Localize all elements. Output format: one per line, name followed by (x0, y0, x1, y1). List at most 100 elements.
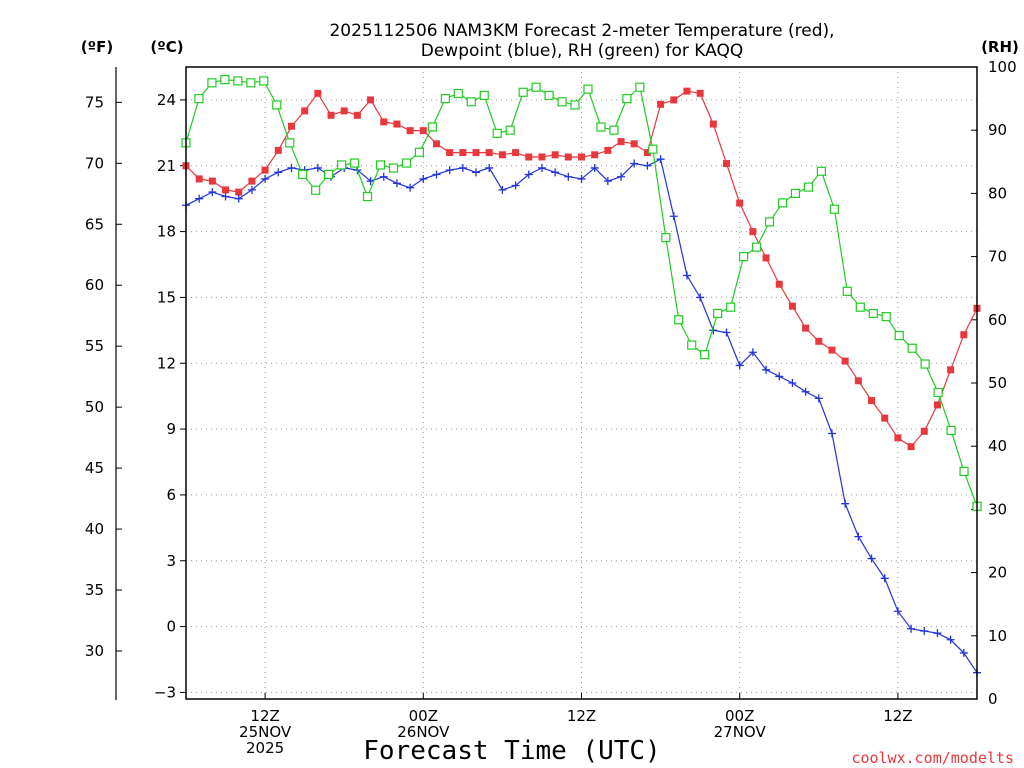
rh-tick-label: 0 (988, 690, 998, 708)
temperature-point (683, 87, 691, 95)
rh-point (622, 93, 632, 104)
temperature-point (367, 96, 375, 104)
temperature-point (643, 149, 651, 157)
fahrenheit-unit-label: (ºF) (81, 38, 113, 56)
dewpoint-point (696, 293, 705, 302)
rh-point (246, 78, 256, 88)
rh-point (453, 88, 463, 99)
rh-point (583, 84, 593, 94)
fahrenheit-tick-label: 35 (85, 581, 104, 599)
celsius-tick-label: 6 (166, 486, 176, 504)
rh-point (700, 349, 710, 360)
rh-point (259, 76, 269, 86)
temperature-point (432, 140, 440, 148)
rh-point (298, 169, 308, 180)
temperature-point (630, 140, 638, 148)
temperature-point (578, 153, 585, 161)
rh-point (544, 90, 554, 101)
rh-point (401, 158, 412, 168)
rh-point (687, 340, 697, 350)
fahrenheit-tick-label: 65 (85, 215, 104, 233)
x-axis-title: Forecast Time (UTC) (363, 736, 660, 766)
x-tick-label: 26NOV (397, 723, 450, 741)
temperature-point (446, 149, 454, 157)
temperature-point (301, 107, 309, 115)
dewpoint-point (748, 348, 757, 357)
temperature-point (327, 111, 335, 119)
rh-point (946, 425, 956, 435)
dewpoint-point (419, 174, 428, 183)
dewpoint-point (524, 170, 533, 179)
rh-tick-label: 30 (988, 500, 1007, 518)
celsius-tick-label: 18 (157, 223, 176, 241)
temperature-point (736, 199, 744, 207)
celsius-tick-label: 24 (157, 91, 176, 109)
rh-point (311, 185, 321, 195)
celsius-tick-label: 12 (157, 354, 176, 372)
temperature-point (881, 414, 889, 422)
temperature-point (564, 153, 572, 161)
dewpoint-point (959, 648, 968, 657)
temperature-point (512, 149, 520, 157)
rh-point (596, 122, 606, 132)
rh-point (337, 160, 347, 170)
dewpoint-point (775, 372, 784, 381)
rh-point (661, 233, 671, 243)
dewpoint-point (682, 271, 691, 280)
axis-ticks: 24211815129630−3757065605550454035301009… (85, 58, 1017, 757)
celsius-unit-label: (ºC) (150, 38, 183, 56)
rh-point (635, 82, 645, 92)
temperature-point (815, 337, 823, 345)
rh-point (492, 128, 502, 138)
temperature-point (854, 377, 862, 385)
dewpoint-point (590, 163, 599, 172)
rh-point (609, 125, 619, 135)
rh-point (505, 125, 515, 135)
data-series (181, 75, 982, 677)
dewpoint-point (537, 163, 546, 172)
rh-point (557, 97, 567, 107)
temperature-point (723, 160, 731, 168)
rh-point (570, 100, 580, 110)
rh-point (959, 466, 969, 477)
temperature-point (894, 434, 902, 442)
dewpoint-point (630, 159, 639, 168)
fahrenheit-tick-label: 60 (85, 276, 104, 294)
dewpoint-point (274, 168, 283, 177)
dewpoint-point (867, 554, 876, 563)
rh-point (803, 182, 814, 192)
rh-point (894, 331, 904, 341)
dewpoint-point (195, 194, 204, 203)
dewpoint-point (247, 185, 256, 194)
dewpoint-point (735, 361, 744, 370)
dewpoint-point (498, 185, 507, 194)
temperature-point (314, 89, 322, 97)
rh-tick-label: 80 (988, 184, 1007, 202)
rh-point (375, 160, 386, 170)
rh-point (518, 87, 528, 97)
dewpoint-point (907, 624, 916, 633)
rh-point (194, 93, 204, 104)
dewpoint-point (656, 155, 665, 164)
dewpoint-point (669, 212, 678, 221)
temperature-point (459, 149, 467, 157)
rh-point (414, 147, 425, 157)
temperature-point (802, 324, 810, 332)
dewpoint-point (946, 635, 955, 644)
dewpoint-point (234, 194, 243, 203)
dewpoint-point (722, 328, 731, 337)
chart-title-line1: 2025112506 NAM3KM Forecast 2-meter Tempe… (329, 21, 834, 41)
rh-tick-label: 60 (988, 311, 1007, 329)
temperature-point (393, 120, 401, 128)
temperature-point (762, 254, 770, 262)
x-tick-label: 2025 (246, 739, 284, 757)
rh-tick-label: 50 (988, 374, 1007, 392)
temperature-point (657, 100, 665, 108)
rh-unit-label: (RH) (981, 38, 1019, 56)
chart-title-line2: Dewpoint (blue), RH (green) for KAQQ (421, 41, 744, 61)
dewpoint-point (287, 163, 296, 172)
rh-tick-label: 40 (988, 437, 1007, 455)
dewpoint-point (511, 181, 520, 190)
temperature-point (841, 357, 849, 365)
